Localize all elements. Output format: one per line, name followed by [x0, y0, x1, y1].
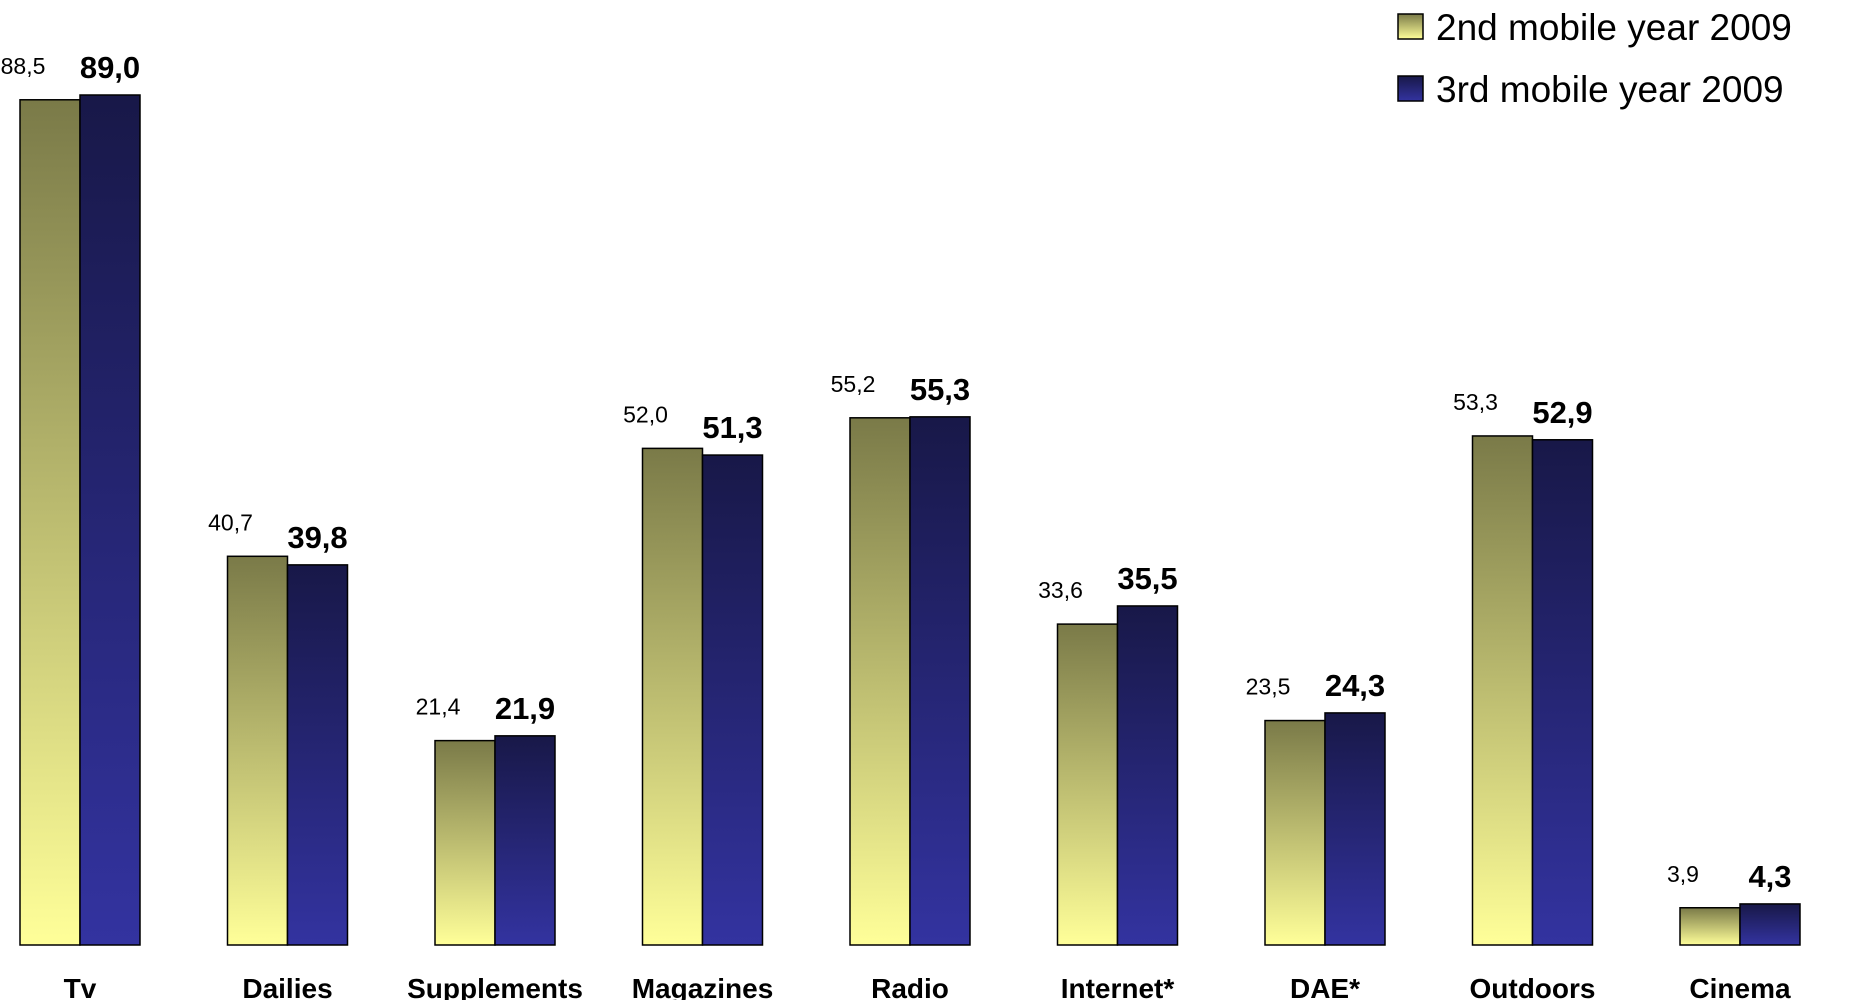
data-labels-layer: 88,5 89,0 40,7 39,8 21,4 21,9 52,0 51,3 55,2 55,3… — [1, 50, 1792, 894]
legend-label-series-1: 2nd mobile year 2009 — [1436, 7, 1792, 48]
data-label-series-2-7: 52,9 — [1532, 395, 1592, 430]
data-label-series-1-5: 33,6 — [1038, 577, 1083, 603]
bar-series-2-1 — [286, 564, 349, 946]
category-label-7: Outdoors — [1470, 973, 1596, 1000]
legend-swatch-series-1 — [1397, 13, 1424, 40]
bar-series-1-7 — [1471, 435, 1534, 946]
data-label-series-1-8: 3,9 — [1667, 861, 1699, 887]
category-label-4: Radio — [871, 973, 949, 1000]
bar-series-1-5 — [1056, 623, 1119, 946]
bar-series-2-6 — [1324, 712, 1386, 946]
category-label-3: Magazines — [632, 973, 774, 1000]
data-label-series-2-8: 4,3 — [1748, 859, 1791, 894]
bar-series-2-4 — [909, 416, 971, 946]
category-label-2: Supplements — [407, 973, 583, 1000]
data-label-series-2-5: 35,5 — [1117, 561, 1177, 596]
bar-series-1-3 — [641, 447, 704, 946]
data-label-series-1-1: 40,7 — [208, 509, 253, 535]
bar-series-2-5 — [1116, 605, 1179, 946]
category-label-6: DAE* — [1290, 973, 1360, 1000]
bar-series-2-7 — [1531, 439, 1594, 946]
legend: 2nd mobile year 2009 3rd mobile year 200… — [1397, 7, 1792, 110]
data-label-series-2-2: 21,9 — [495, 691, 555, 726]
bar-series-2-2 — [494, 735, 556, 946]
legend-swatch-series-2 — [1397, 75, 1424, 102]
bar-series-1-1 — [226, 555, 289, 946]
data-label-series-1-6: 23,5 — [1246, 674, 1291, 700]
bar-series-2-3 — [701, 454, 764, 946]
data-label-series-2-0: 89,0 — [80, 50, 140, 85]
data-label-series-1-2: 21,4 — [416, 694, 461, 720]
bar-series-1-8 — [1679, 907, 1741, 946]
data-label-series-1-0: 88,5 — [1, 53, 46, 79]
data-label-series-1-3: 52,0 — [623, 401, 668, 427]
data-label-series-2-3: 51,3 — [702, 410, 762, 445]
bar-series-1-0 — [19, 99, 81, 946]
data-label-series-2-1: 39,8 — [287, 520, 347, 555]
bar-series-2-8 — [1739, 903, 1801, 946]
category-label-8: Cinema — [1689, 973, 1791, 1000]
data-label-series-2-4: 55,3 — [910, 372, 970, 407]
data-label-series-1-4: 55,2 — [831, 371, 876, 397]
bar-series-1-6 — [1264, 719, 1326, 946]
legend-label-series-2: 3rd mobile year 2009 — [1436, 69, 1784, 110]
category-label-0: Tv — [64, 973, 97, 1000]
bar-series-2-0 — [79, 94, 141, 946]
category-label-5: Internet* — [1061, 973, 1175, 1000]
legend-item-series-1: 2nd mobile year 2009 — [1397, 7, 1792, 48]
bars-layer — [19, 94, 1801, 946]
data-label-series-2-6: 24,3 — [1325, 668, 1385, 703]
bar-series-1-4 — [849, 417, 911, 946]
bar-series-1-2 — [434, 739, 496, 946]
legend-item-series-2: 3rd mobile year 2009 — [1397, 69, 1784, 110]
category-labels-layer: Tv Dailies Supplements Magazines Radio Intern… — [64, 973, 1791, 1000]
data-label-series-1-7: 53,3 — [1453, 389, 1498, 415]
category-label-1: Dailies — [242, 973, 332, 1000]
